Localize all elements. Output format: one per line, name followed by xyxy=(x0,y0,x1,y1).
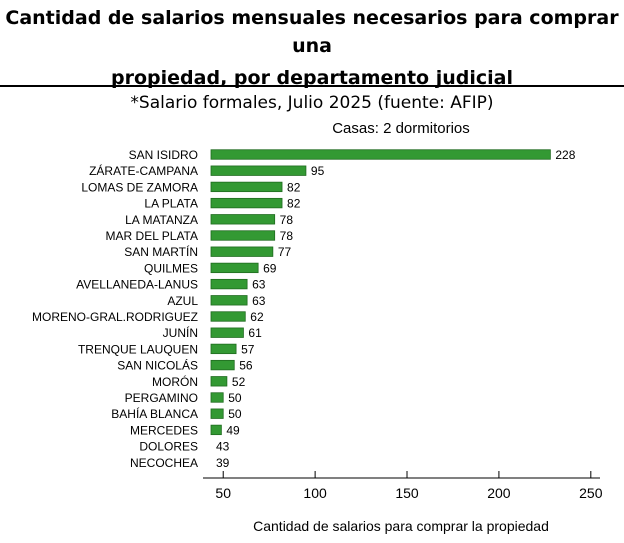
page-title-line-1: Cantidad de salarios mensuales necesario… xyxy=(5,7,619,57)
bar xyxy=(210,181,283,193)
bar xyxy=(210,408,224,419)
bars-layer: SAN ISIDRO 228 ZÁRATE-CAMPANA 95 LOMAS DE ZA… xyxy=(32,148,576,470)
category-label: MAR DEL PLATA xyxy=(106,229,198,243)
x-tick-label: 100 xyxy=(303,485,327,501)
x-tick-label: 150 xyxy=(395,485,419,501)
value-label: 82 xyxy=(287,197,301,211)
value-label: 63 xyxy=(252,294,266,308)
x-axis: 50 100 150 200 250 xyxy=(203,471,603,501)
value-label: 77 xyxy=(278,245,292,259)
header-divider xyxy=(0,85,624,87)
category-label: BAHÍA BLANCA xyxy=(111,406,198,421)
bar xyxy=(210,327,244,338)
value-label: 63 xyxy=(252,278,266,292)
bar xyxy=(210,278,248,290)
bar xyxy=(210,149,551,160)
value-label: 56 xyxy=(239,359,253,373)
bar xyxy=(210,246,274,257)
category-label: AZUL xyxy=(167,294,198,308)
value-label: 52 xyxy=(232,375,246,389)
category-label: SAN ISIDRO xyxy=(129,148,198,162)
value-label: 61 xyxy=(248,326,262,340)
bar xyxy=(210,197,283,209)
value-label: 95 xyxy=(311,164,325,178)
category-label: AVELLANEDA-LANUS xyxy=(76,278,198,292)
x-tick-label: 200 xyxy=(487,485,511,501)
bar xyxy=(210,392,224,403)
category-label: QUILMES xyxy=(144,261,198,275)
x-axis-label: Cantidad de salarios para comprar la pro… xyxy=(253,518,549,534)
category-label: LA PLATA xyxy=(144,197,198,211)
value-label: 50 xyxy=(228,391,242,405)
value-label: 69 xyxy=(263,261,277,275)
value-label: 50 xyxy=(228,407,242,421)
value-label: 78 xyxy=(280,213,294,227)
value-label: 62 xyxy=(250,310,264,324)
bar xyxy=(210,230,276,241)
category-label: JUNÍN xyxy=(163,325,198,340)
value-label: 49 xyxy=(226,423,240,437)
bar xyxy=(210,311,246,322)
bar xyxy=(210,376,228,387)
category-label: LOMAS DE ZAMORA xyxy=(81,180,198,194)
x-tick-label: 250 xyxy=(579,485,603,501)
category-label: SAN NICOLÁS xyxy=(117,358,198,373)
bar xyxy=(210,343,237,355)
category-label: DOLORES xyxy=(139,440,198,454)
category-label: SAN MARTÍN xyxy=(124,244,198,259)
category-label: MORÓN xyxy=(152,374,198,389)
page-title-line-2: propiedad, por departamento judicial xyxy=(111,67,513,89)
category-label: ZÁRATE-CAMPANA xyxy=(89,163,198,178)
category-label: MERCEDES xyxy=(130,423,198,437)
bar xyxy=(210,424,222,436)
bar xyxy=(210,165,307,176)
bar xyxy=(210,295,248,306)
value-label: 57 xyxy=(241,342,255,356)
category-label: LA MATANZA xyxy=(125,213,198,227)
value-label: 228 xyxy=(555,148,575,162)
chart-header: Cantidad de salarios mensuales necesario… xyxy=(0,0,624,114)
category-label: NECOCHEA xyxy=(130,456,198,470)
page-subtitle: *Salario formales, Julio 2025 (fuente: A… xyxy=(130,93,494,113)
value-label: 82 xyxy=(287,180,301,194)
bar xyxy=(210,262,259,274)
x-tick-label: 50 xyxy=(215,485,231,501)
value-label: 43 xyxy=(216,440,230,454)
chart-title: Casas: 2 dormitorios xyxy=(332,120,470,137)
category-label: PERGAMINO xyxy=(125,391,198,405)
category-label: TRENQUE LAUQUEN xyxy=(78,342,198,356)
value-label: 39 xyxy=(216,456,230,470)
value-label: 78 xyxy=(280,229,294,243)
bar xyxy=(210,214,276,225)
category-label: MORENO-GRAL.RODRIGUEZ xyxy=(32,310,198,324)
bar xyxy=(210,359,235,371)
